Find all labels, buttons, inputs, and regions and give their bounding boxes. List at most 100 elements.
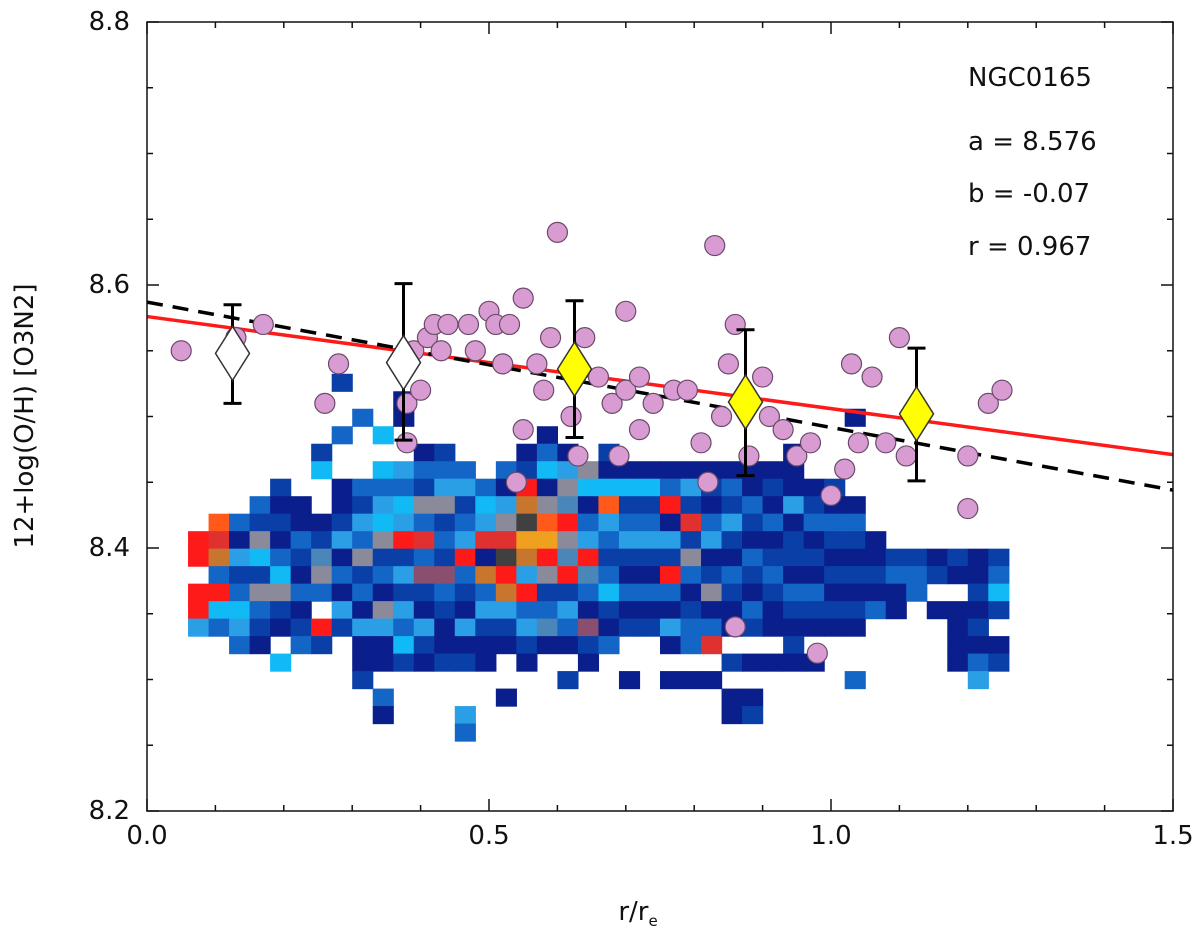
density-cell — [742, 653, 764, 672]
density-cell — [618, 531, 641, 550]
density-cell — [516, 531, 538, 550]
density-cell — [208, 566, 230, 585]
density-cell — [824, 566, 846, 585]
density-cell — [270, 531, 292, 550]
density-cell — [208, 548, 230, 567]
spaxel-point — [396, 432, 418, 454]
density-cell — [393, 513, 415, 532]
density-cell — [762, 548, 784, 567]
density-cell — [495, 601, 517, 620]
spaxel-point — [464, 340, 486, 362]
density-cell — [352, 566, 374, 585]
spaxel-point — [567, 445, 589, 467]
density-cell — [680, 531, 702, 550]
fit-param-b: b = -0.07 — [968, 179, 1090, 209]
axis-ticks — [146, 21, 1174, 812]
density-cell — [618, 618, 641, 637]
density-cell — [660, 618, 682, 637]
density-cell — [270, 566, 292, 585]
density-cell — [372, 706, 394, 725]
density-cell — [249, 531, 271, 550]
spaxel-point — [601, 392, 623, 414]
density-cell — [680, 513, 702, 532]
density-cell — [372, 461, 394, 480]
density-cell — [393, 478, 415, 497]
density-cell — [721, 706, 743, 725]
density-cell — [372, 618, 394, 637]
density-cell — [967, 601, 989, 620]
density-cell — [639, 566, 661, 585]
density-cell — [331, 548, 353, 567]
density-cell — [721, 513, 743, 532]
density-cell — [701, 566, 723, 585]
density-cell — [660, 671, 682, 690]
density-cell — [434, 601, 456, 620]
density-cell — [372, 478, 394, 497]
density-cell — [701, 671, 723, 690]
density-cell — [680, 671, 702, 690]
spaxel-point — [642, 392, 664, 414]
density-cell — [495, 566, 517, 585]
density-cell — [208, 513, 230, 532]
density-cell — [598, 478, 620, 497]
density-cell — [742, 688, 764, 707]
density-cell — [454, 496, 476, 515]
density-cell — [413, 513, 435, 532]
density-cell — [844, 601, 866, 620]
density-cell — [762, 513, 784, 532]
density-cell — [188, 583, 210, 602]
spaxel-point — [533, 379, 555, 401]
density-cell — [701, 601, 723, 620]
density-cell — [536, 566, 558, 585]
spaxel-point — [717, 353, 740, 375]
x-axis-label-subscript: e — [648, 912, 657, 930]
linear-fit-line — [146, 314, 1174, 457]
spaxel-point — [820, 484, 842, 506]
spaxel-point — [724, 616, 746, 638]
density-cell — [516, 566, 538, 585]
density-cell — [721, 566, 743, 585]
density-cell — [413, 583, 435, 602]
density-cell — [906, 566, 928, 585]
density-cell — [536, 496, 558, 515]
density-cell — [762, 566, 784, 585]
spaxel-point — [410, 379, 432, 401]
density-cell — [721, 548, 743, 567]
density-cell — [188, 601, 210, 620]
density-cell — [639, 513, 661, 532]
density-cell — [844, 618, 866, 637]
density-cell — [947, 618, 969, 637]
density-cell — [844, 531, 866, 550]
density-cell — [229, 583, 251, 602]
density-cell — [249, 601, 271, 620]
density-cell — [249, 583, 271, 602]
density-cell — [475, 478, 497, 497]
density-cell — [413, 443, 435, 462]
spaxel-point — [861, 366, 883, 388]
spaxel-point — [676, 379, 698, 401]
spaxel-point — [492, 353, 514, 375]
spaxel-point — [539, 327, 562, 349]
spaxel-point — [314, 392, 336, 414]
density-cell — [783, 653, 805, 672]
density-cell — [290, 513, 312, 532]
density-cell — [270, 601, 292, 620]
density-cell — [475, 583, 497, 602]
spaxel-point — [957, 497, 979, 520]
density-cell — [577, 548, 600, 567]
density-cell — [865, 566, 887, 585]
density-cell — [701, 636, 723, 655]
density-cell — [454, 601, 476, 620]
density-cell — [742, 583, 764, 602]
density-cell — [434, 583, 456, 602]
density-cell — [208, 618, 230, 637]
density-cell — [434, 478, 456, 497]
density-cell — [372, 531, 394, 550]
spaxel-point — [560, 405, 582, 428]
density-heatmap — [188, 373, 1010, 742]
density-cell — [803, 478, 825, 497]
spaxel-point — [526, 353, 548, 375]
density-cell — [270, 513, 292, 532]
density-cell — [618, 566, 641, 585]
density-cell — [536, 461, 558, 480]
